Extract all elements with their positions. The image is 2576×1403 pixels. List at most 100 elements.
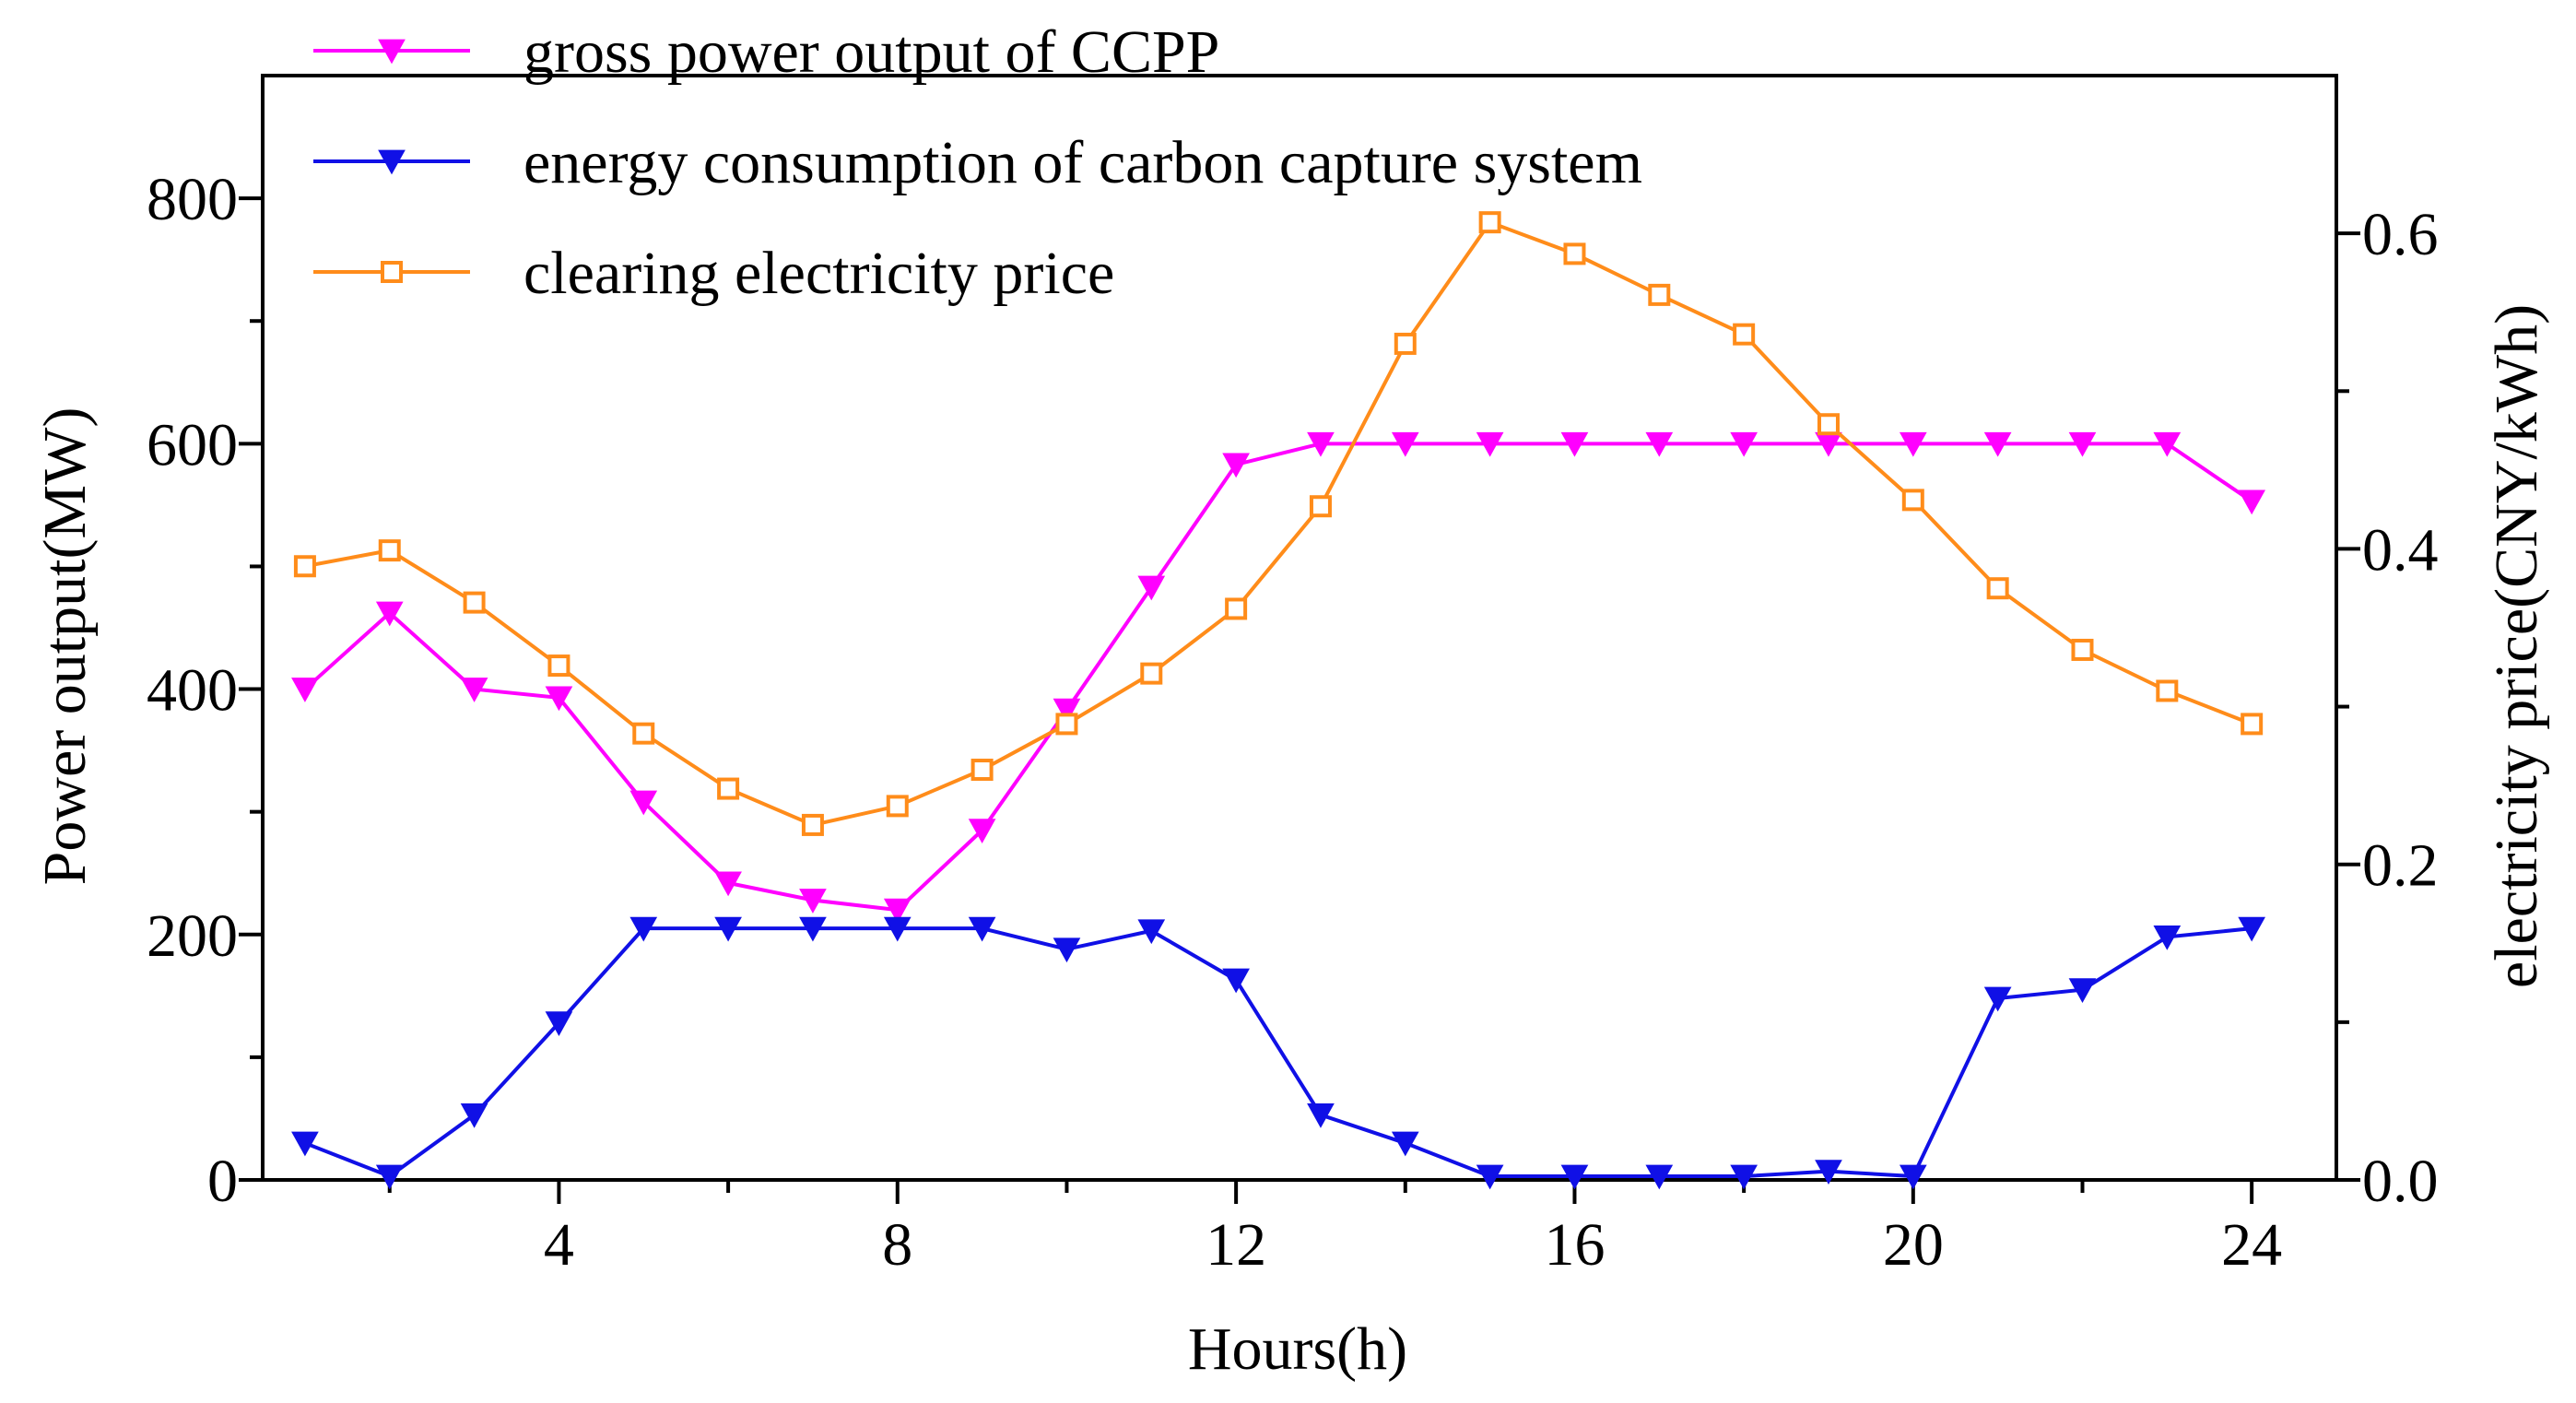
data-point [1983,986,2012,1012]
data-point [1225,597,1248,620]
series-price [293,211,2264,836]
data-point [2238,916,2266,942]
data-point [968,916,996,942]
data-point [1730,431,1758,457]
data-point [375,1164,404,1190]
data-point [2068,431,2097,457]
data-point [291,1131,319,1157]
data-point [1645,431,1674,457]
x-tick-label: 16 [1544,1211,1605,1279]
data-point [1476,431,1504,457]
data-point [1983,431,2012,457]
data-point [1986,577,2009,600]
data-point [1307,431,1335,457]
data-point [717,777,740,800]
plot-frame [261,74,2338,1182]
y-right-tick-label: 0.4 [2362,516,2439,584]
data-point [460,678,488,702]
data-point [1137,575,1166,601]
data-point [1309,495,1332,518]
data-point [1476,1164,1504,1190]
y-right-tick-label: 0.6 [2362,201,2439,268]
data-point [714,916,742,942]
y-left-tick-label: 800 [147,166,238,233]
data-point [2068,978,2097,1004]
y-right-tick-label: 0.0 [2362,1148,2439,1215]
y-left-tick-label: 200 [147,902,238,970]
data-point [375,601,404,627]
data-point [632,722,655,745]
data-point [293,555,316,578]
x-tick-label: 20 [1883,1211,1944,1279]
y-left-tick-label: 600 [147,411,238,478]
data-point [799,889,827,914]
legend-marker-capture-energy [378,149,406,175]
data-point [1817,413,1840,436]
legend-label-gross-power: gross power output of CCPP [523,18,1219,86]
data-point [1307,1103,1335,1128]
data-point [1391,1131,1419,1157]
data-point [629,790,658,816]
series-capture-energy [291,916,2266,1190]
series-gross-power [291,431,2266,924]
data-point [1560,1164,1589,1190]
data-point [1222,968,1250,994]
x-axis-title: Hours(h) [1188,1315,1407,1383]
data-point [378,539,401,562]
y-axis-right-title: electricity price(CNY/kWh) [2483,304,2550,988]
legend-marker-price [381,261,403,283]
data-point [291,678,319,702]
data-point [1815,1160,1842,1185]
x-tick-label: 24 [2221,1211,2282,1279]
series-line-capture-energy [304,926,2253,1179]
data-point [1899,1164,1927,1190]
data-point [2156,679,2179,702]
data-point [1899,431,1927,457]
x-tick-label: 8 [882,1211,912,1279]
data-point [886,795,909,818]
data-point [970,759,994,782]
data-point [463,591,486,614]
data-point [545,686,573,712]
data-point [1478,211,1501,234]
data-point [1733,323,1756,346]
data-point [2153,926,2182,950]
legend: gross power output of CCPP energy consum… [313,18,1642,307]
data-point [1730,1164,1758,1190]
data-point [714,871,742,897]
x-tick-label: 4 [544,1211,574,1279]
data-point [2153,431,2182,457]
data-point [1053,937,1081,963]
legend-marker-gross-power [378,39,406,65]
y-axis-left: 0 200 400 600 800 [147,166,263,1215]
data-point [1563,242,1586,265]
y-axis-right: 0.0 0.2 0.4 0.6 [2336,201,2439,1215]
x-axis: 4 8 12 16 20 24 [387,1180,2282,1279]
data-point [2071,638,2094,661]
data-point [883,898,912,924]
series-line-gross-power [303,442,2253,913]
data-point [1901,489,1924,512]
data-point [1140,662,1163,685]
y-left-tick-label: 0 [207,1148,238,1215]
series-layer [291,211,2266,1190]
x-tick-label: 12 [1206,1211,1266,1279]
data-point [2238,489,2266,515]
data-point [1055,713,1078,736]
data-point [1394,332,1417,355]
y-axis-left-title: Power output(MW) [31,407,99,886]
data-point [1645,1164,1674,1190]
data-point [801,813,824,836]
data-point [629,916,658,942]
data-point [1648,283,1671,306]
data-point [1053,698,1081,724]
data-point [2241,713,2264,736]
data-point [1222,453,1250,478]
legend-label-price: clearing electricity price [523,240,1114,307]
y-left-tick-label: 400 [147,657,238,725]
data-point [1391,431,1419,457]
series-line-price [304,219,2253,828]
data-point [799,916,827,942]
data-point [1137,919,1166,945]
data-point [547,654,570,678]
